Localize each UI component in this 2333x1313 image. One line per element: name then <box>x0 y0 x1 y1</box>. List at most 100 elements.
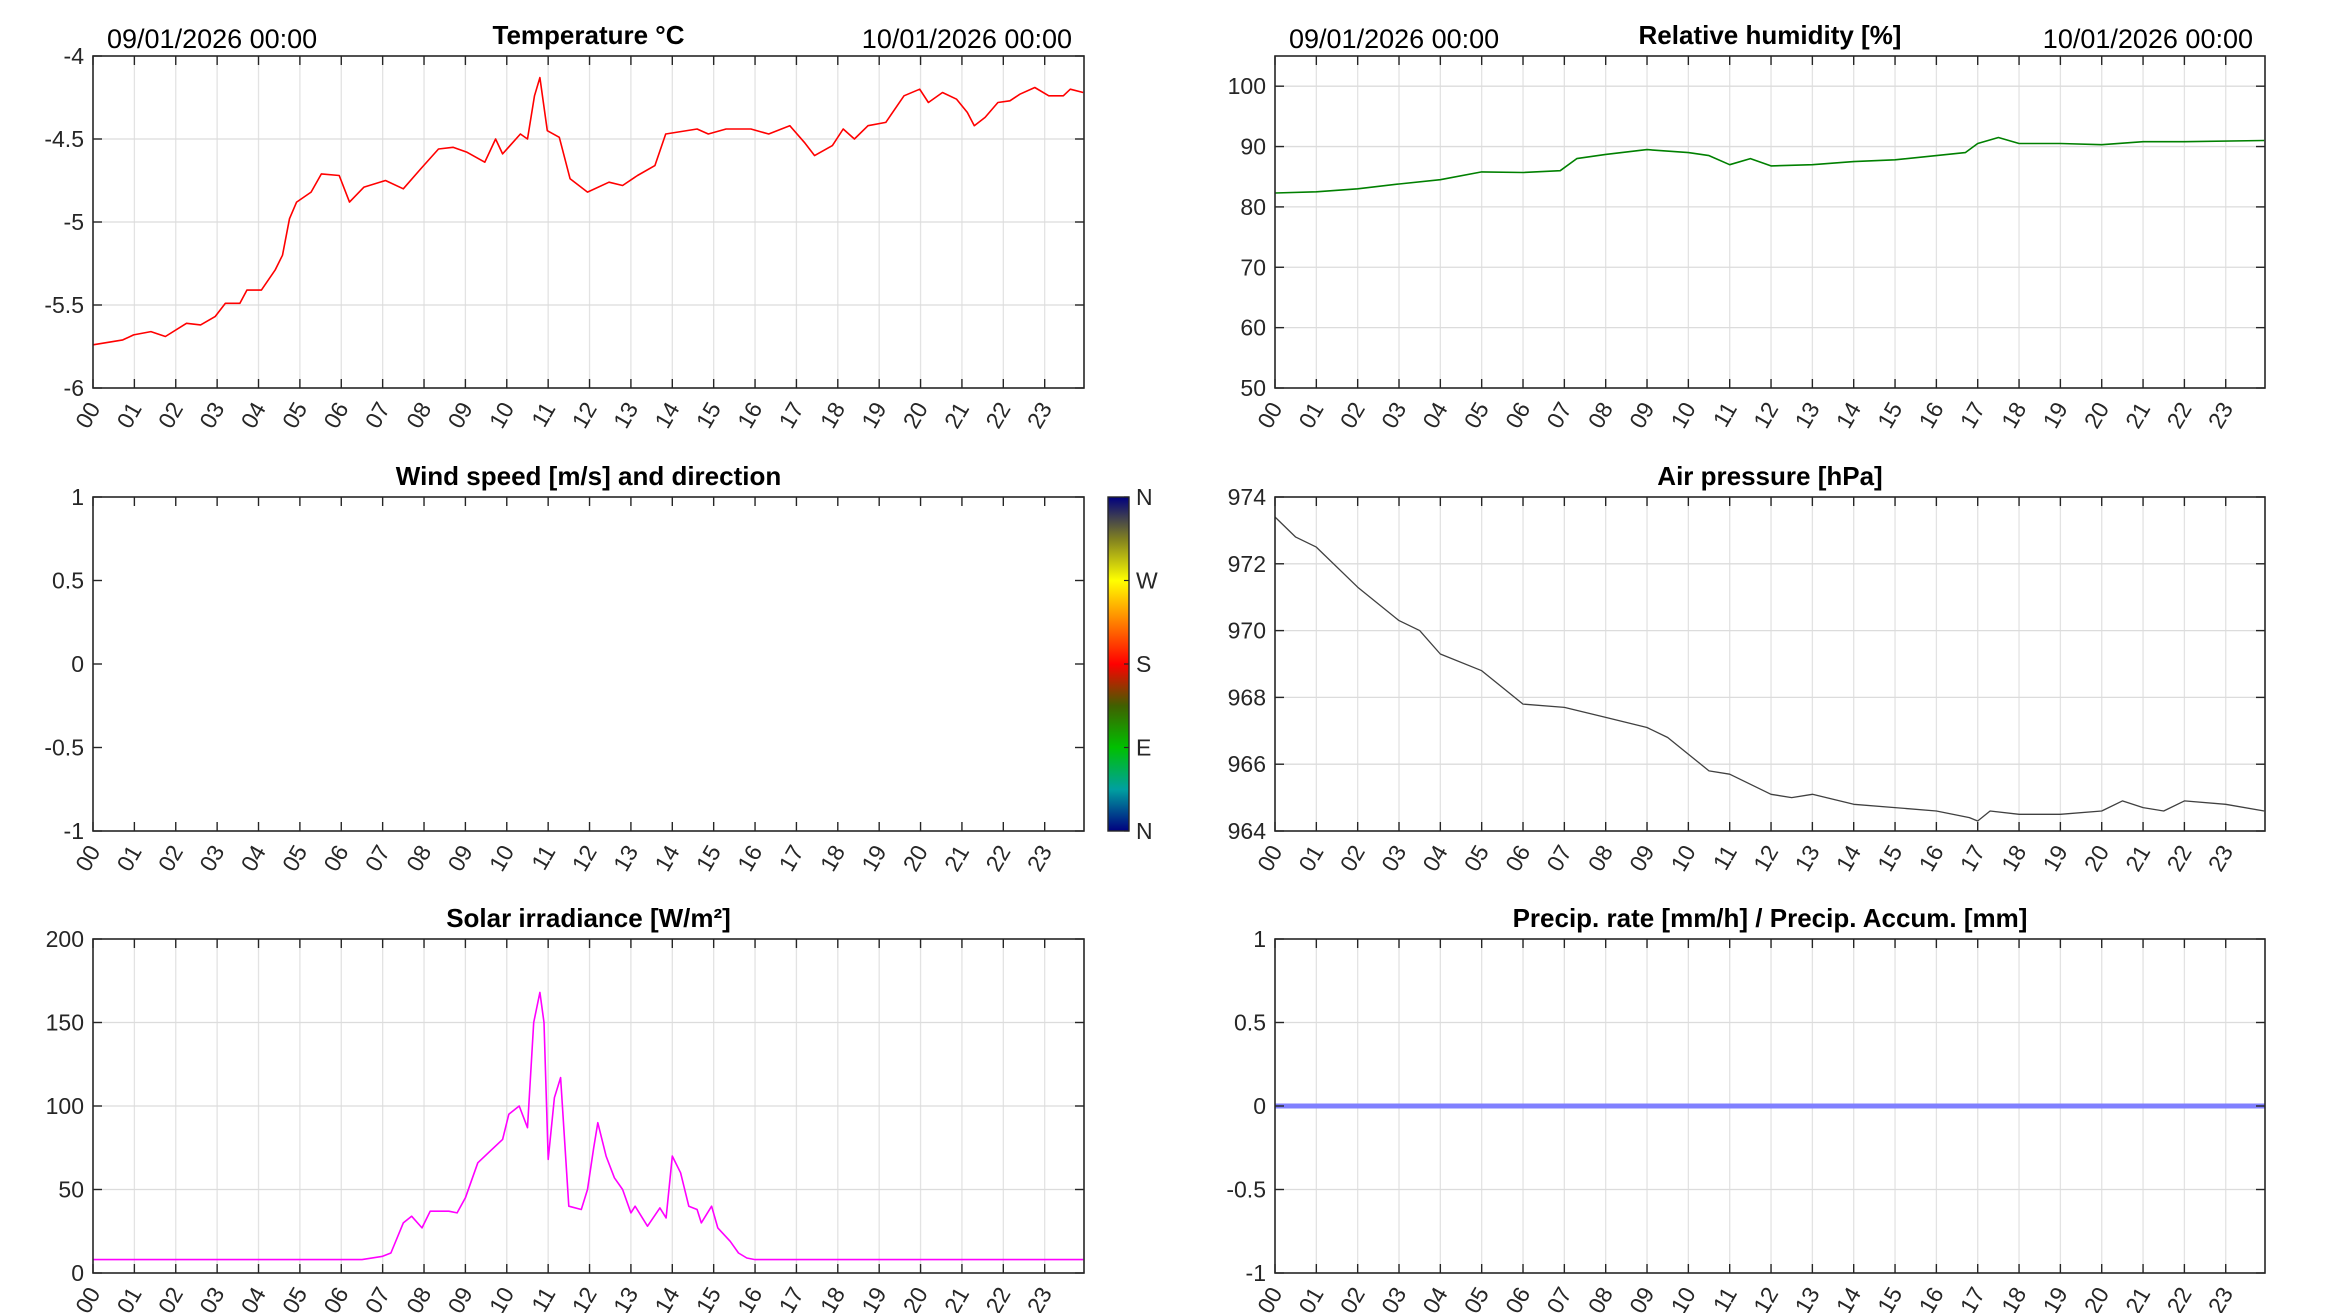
series-line-air-pressure <box>1274 516 2265 822</box>
x-tick-label: 18 <box>815 398 850 433</box>
y-tick-label: 964 <box>1228 818 1267 844</box>
x-tick-label: 20 <box>898 1283 933 1313</box>
x-tick-label: 03 <box>194 841 229 876</box>
colorbar-label-w: W <box>1136 568 1158 594</box>
chart-title: Precip. rate [mm/h] / Precip. Accum. [mm… <box>1513 903 2028 933</box>
y-tick-label: -5.5 <box>44 292 84 318</box>
x-tick-label: 03 <box>1376 841 1411 876</box>
x-tick-label: 08 <box>1583 1283 1618 1313</box>
x-tick-label: 09 <box>442 841 477 876</box>
x-tick-label: 04 <box>236 1282 271 1313</box>
x-tick-label: 23 <box>2203 1283 2238 1313</box>
x-tick-label: 15 <box>691 841 726 876</box>
x-tick-label: 05 <box>277 841 312 876</box>
x-tick-label: 16 <box>1913 841 1948 876</box>
x-tick-label: 23 <box>1022 398 1057 433</box>
x-tick-label: 14 <box>1831 397 1866 432</box>
y-tick-label: -5 <box>64 209 84 235</box>
x-tick-label: 04 <box>236 397 271 432</box>
x-tick-label: 15 <box>691 398 726 433</box>
y-tick-label: 0.5 <box>1234 1010 1266 1036</box>
start-date-label: 09/01/2026 00:00 <box>107 24 317 54</box>
y-tick-label: 0 <box>71 651 84 677</box>
x-tick-label: 22 <box>2161 398 2196 433</box>
x-tick-label: 21 <box>2120 1283 2155 1313</box>
y-tick-label: -6 <box>64 375 84 401</box>
x-tick-label: 19 <box>856 841 891 876</box>
x-tick-label: 08 <box>401 398 436 433</box>
y-tick-label: 90 <box>1240 134 1266 160</box>
x-tick-label: 13 <box>1789 841 1824 876</box>
x-tick-label: 17 <box>1955 841 1990 876</box>
x-tick-label: 16 <box>732 841 767 876</box>
x-tick-label: 13 <box>608 398 643 433</box>
x-tick-label: 22 <box>2161 841 2196 876</box>
x-tick-label: 05 <box>1459 1283 1494 1313</box>
x-tick-label: 09 <box>1624 841 1659 876</box>
x-tick-label: 17 <box>773 1283 808 1313</box>
x-tick-label: 04 <box>1417 397 1452 432</box>
x-tick-label: 03 <box>194 1283 229 1313</box>
x-tick-label: 09 <box>1624 1283 1659 1313</box>
y-tick-label: -4 <box>64 43 85 69</box>
x-tick-label: 11 <box>526 1283 560 1313</box>
x-tick-label: 10 <box>1665 841 1700 876</box>
x-tick-label: 16 <box>732 1283 767 1313</box>
x-tick-label: 03 <box>194 398 229 433</box>
y-tick-label: 100 <box>46 1093 84 1119</box>
x-tick-label: 08 <box>1583 398 1618 433</box>
x-tick-label: 23 <box>2203 841 2238 876</box>
x-tick-label: 00 <box>70 1283 105 1313</box>
y-tick-label: -1 <box>1246 1260 1266 1286</box>
x-tick-label: 06 <box>1500 1283 1535 1313</box>
x-tick-label: 20 <box>898 841 933 876</box>
x-tick-label: 07 <box>360 841 395 876</box>
x-tick-label: 19 <box>856 398 891 433</box>
x-tick-label: 17 <box>1955 398 1990 433</box>
solar-chart: 00 01 02 03 04 05 06 07 08 09 10 11 12 13 14 15 16 17 18 19… <box>46 903 1085 1313</box>
x-tick-label: 18 <box>815 1283 850 1313</box>
x-tick-label: 15 <box>1872 1283 1907 1313</box>
x-tick-label: 07 <box>1541 1283 1576 1313</box>
x-tick-label: 10 <box>1665 398 1700 433</box>
y-tick-label: 1 <box>1253 926 1266 952</box>
chart-title: Air pressure [hPa] <box>1657 461 1882 491</box>
x-tick-label: 21 <box>2120 841 2155 876</box>
x-tick-label: 08 <box>401 841 436 876</box>
x-tick-label: 16 <box>1913 1283 1948 1313</box>
x-tick-label: 17 <box>773 398 808 433</box>
x-tick-label: 06 <box>318 398 353 433</box>
x-tick-label: 12 <box>1748 841 1783 876</box>
x-tick-label: 04 <box>1417 1282 1452 1313</box>
y-tick-label: 50 <box>1240 375 1266 401</box>
y-tick-label: 70 <box>1240 254 1266 280</box>
x-tick-label: 06 <box>318 841 353 876</box>
y-tick-label: -0.5 <box>44 735 84 761</box>
x-tick-label: 13 <box>608 1283 643 1313</box>
y-tick-label: 100 <box>1228 73 1266 99</box>
x-tick-label: 22 <box>980 1283 1015 1313</box>
start-date-label: 09/01/2026 00:00 <box>1289 24 1499 54</box>
x-tick-label: 22 <box>980 841 1015 876</box>
x-tick-label: 00 <box>1252 841 1287 876</box>
y-tick-label: 200 <box>46 926 84 952</box>
x-tick-label: 18 <box>1996 398 2031 433</box>
chart-title: Temperature °C <box>493 20 685 50</box>
colorbar-label-e: E <box>1136 735 1151 761</box>
x-tick-label: 05 <box>1459 841 1494 876</box>
series-line-temperature <box>92 76 1084 346</box>
x-tick-label: 21 <box>939 398 974 433</box>
x-tick-label: 15 <box>1872 398 1907 433</box>
end-date-label: 10/01/2026 00:00 <box>862 24 1072 54</box>
x-tick-label: 00 <box>70 398 105 433</box>
x-tick-label: 10 <box>1665 1283 1700 1313</box>
x-tick-label: 20 <box>898 398 933 433</box>
x-tick-label: 17 <box>1955 1283 1990 1313</box>
chart-title: Solar irradiance [W/m²] <box>446 903 731 933</box>
x-tick-label: 14 <box>1831 1282 1866 1313</box>
x-tick-label: 12 <box>1748 1283 1783 1313</box>
colorbar-label-n: N <box>1136 484 1153 510</box>
x-tick-label: 01 <box>1293 398 1328 433</box>
y-tick-label: 0.5 <box>52 568 84 594</box>
